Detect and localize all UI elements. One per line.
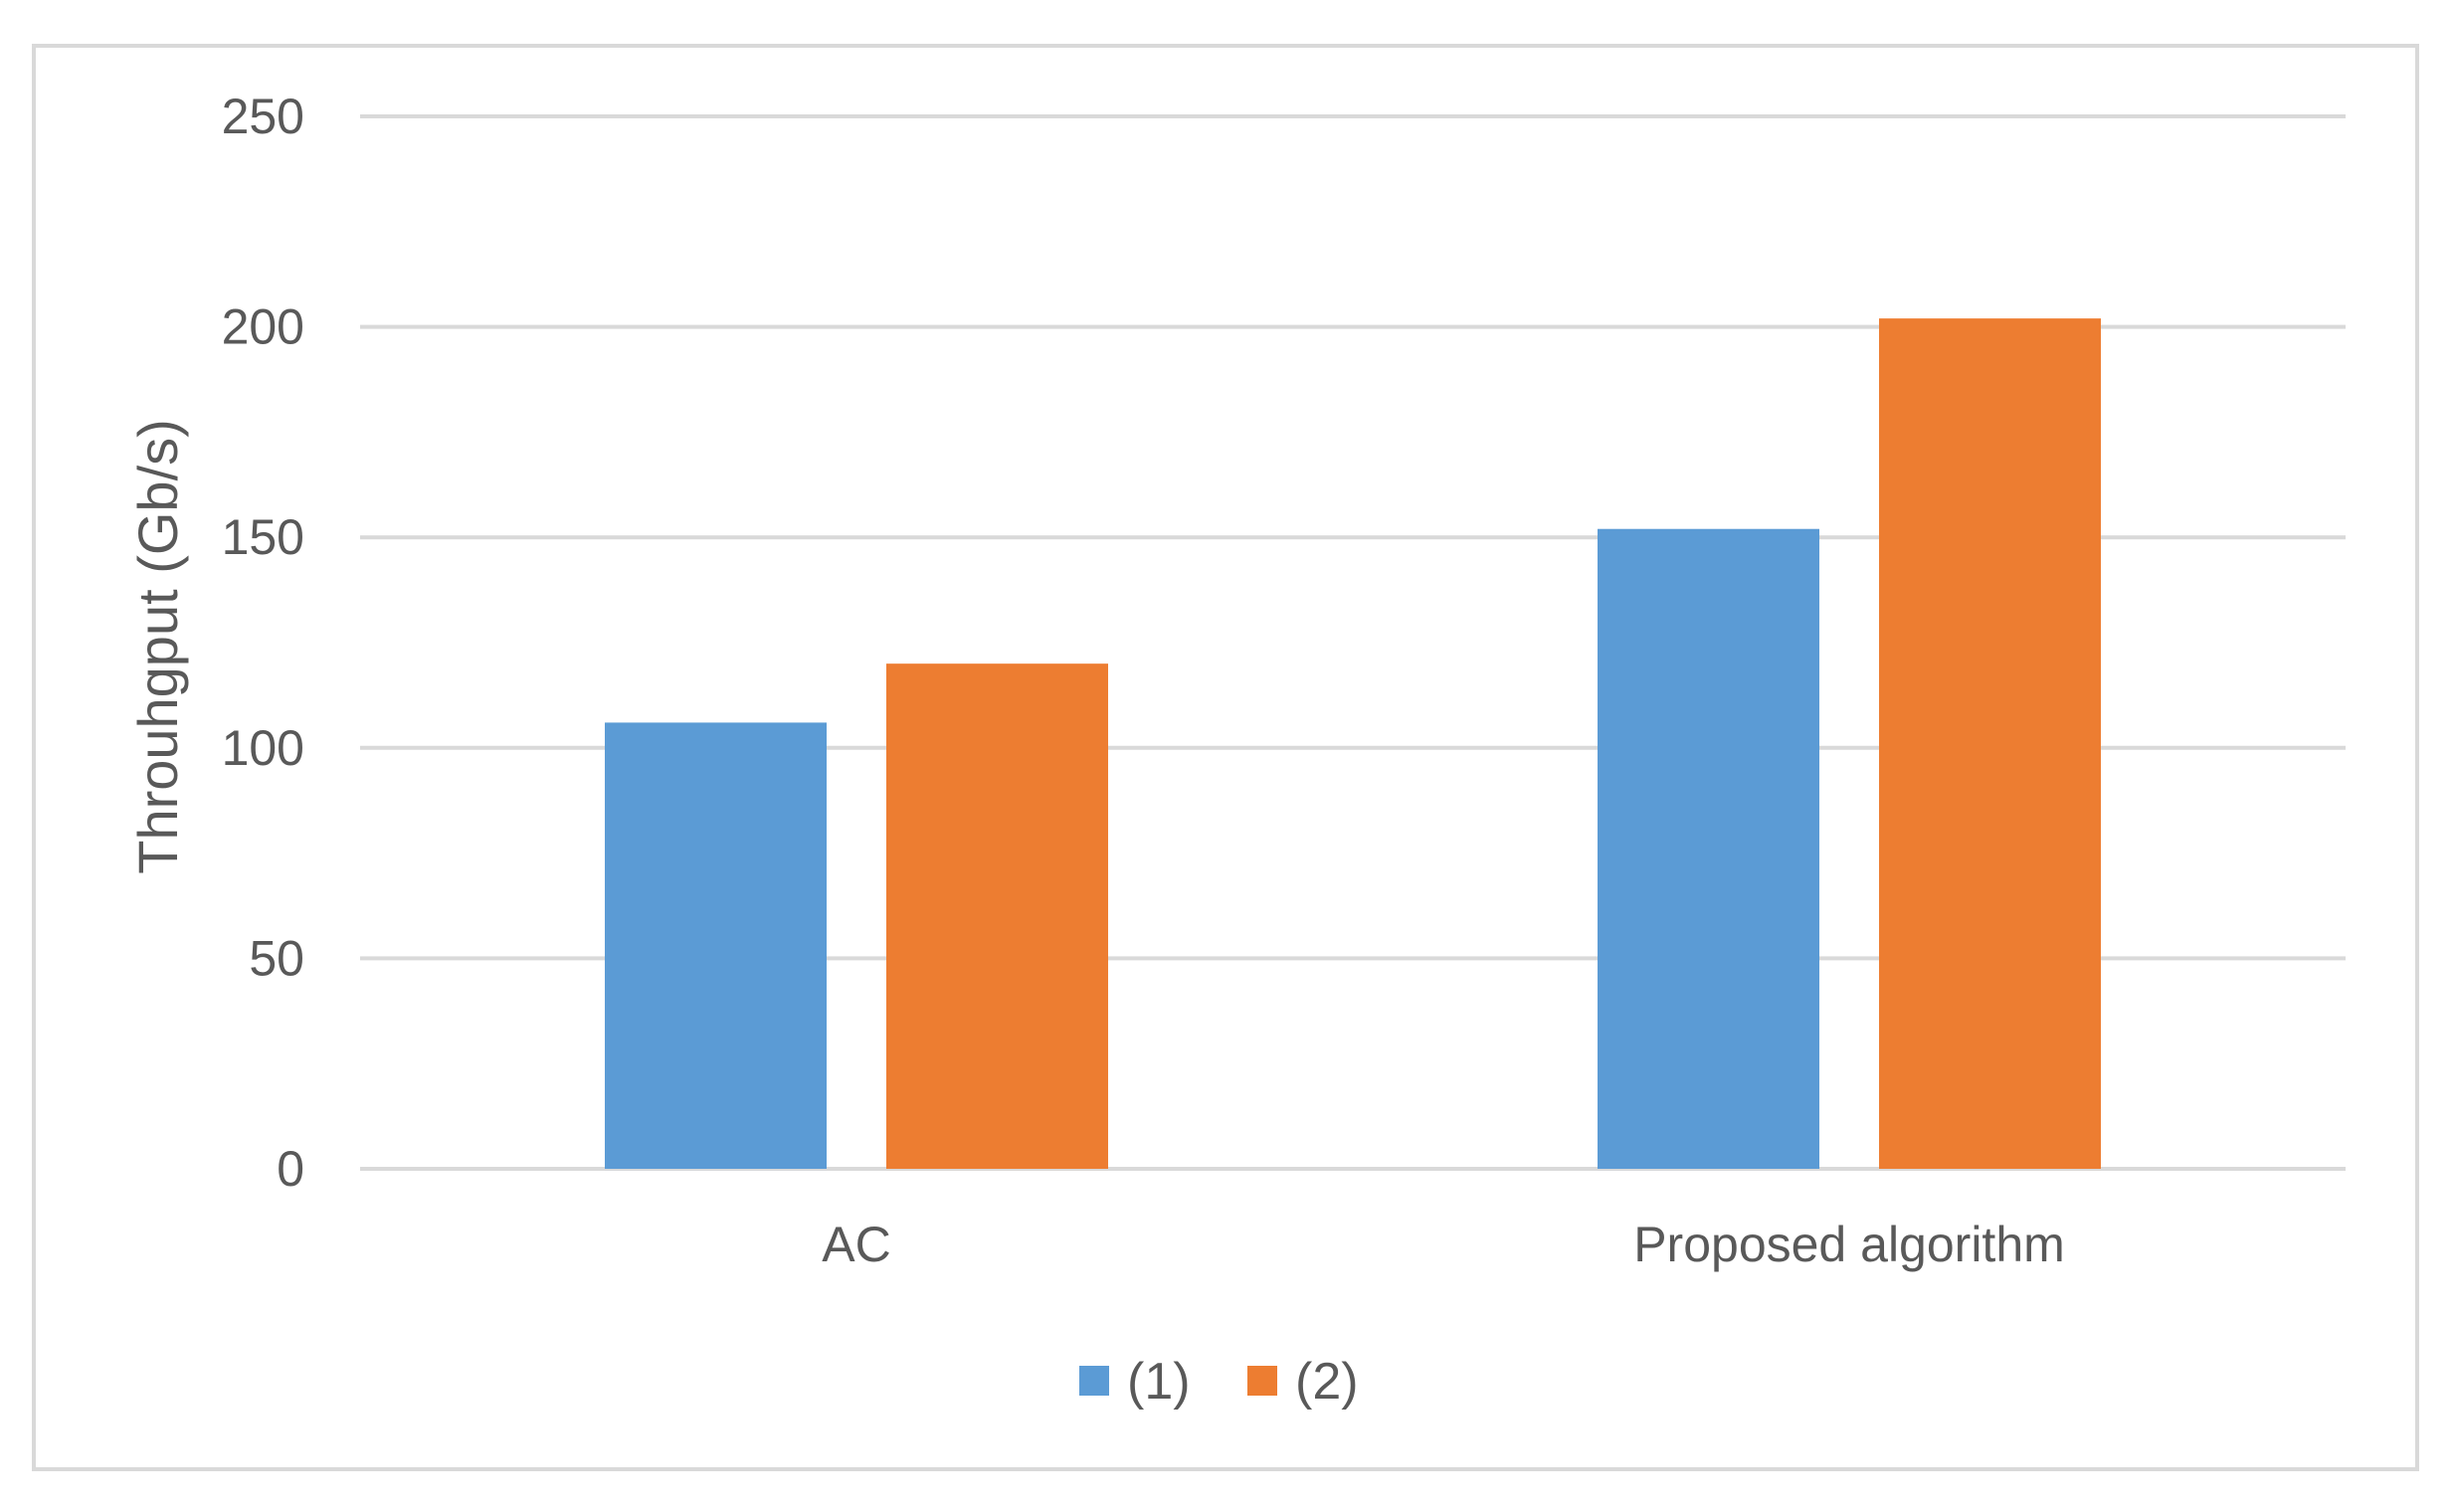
y-tick-label: 0 [277,1141,304,1197]
bar-2-ac [886,663,1108,1169]
x-axis-ticks: AC Proposed algorithm [822,1217,2065,1272]
bar-2-proposed-algorithm [1879,318,2101,1169]
y-tick-label: 150 [222,509,304,565]
y-axis-ticks: 0 50 100 150 200 250 [222,89,304,1197]
y-tick-label: 100 [222,720,304,776]
y-tick-label: 250 [222,89,304,144]
legend-label: (2) [1295,1353,1359,1411]
y-axis-title: Throuhgput (Gb/s) [126,419,189,874]
legend-swatch [1247,1366,1277,1396]
legend: (1) (2) [1079,1353,1359,1411]
bar-1-proposed-algorithm [1598,528,1819,1169]
y-tick-label: 50 [249,930,304,986]
legend-label: (1) [1127,1353,1191,1411]
legend-swatch [1079,1366,1109,1396]
bars [605,318,2101,1169]
y-tick-label: 200 [222,299,304,355]
x-tick-label: AC [822,1217,890,1272]
bar-1-ac [605,722,827,1169]
x-tick-label: Proposed algorithm [1633,1217,2065,1272]
